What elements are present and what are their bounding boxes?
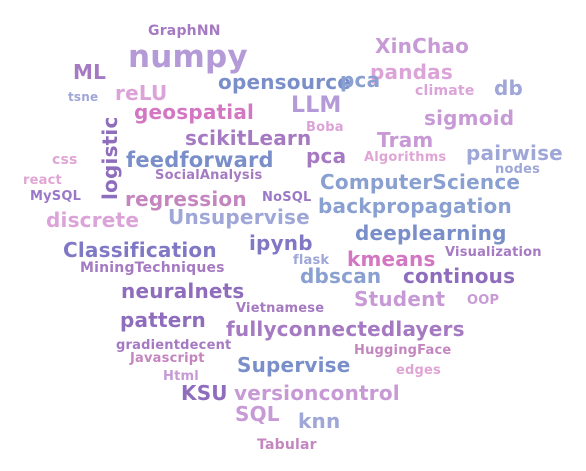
word-ipynb: ipynb bbox=[249, 231, 313, 255]
word-javascript: Javascript bbox=[130, 351, 205, 366]
word-sigmoid: sigmoid bbox=[424, 106, 515, 130]
word-fullyconnectedlayers: fullyconnectedlayers bbox=[226, 317, 465, 341]
word-logistic: logistic bbox=[98, 116, 122, 200]
word-geospatial: geospatial bbox=[134, 100, 255, 124]
word-deeplearning: deeplearning bbox=[355, 221, 507, 245]
word-regression: regression bbox=[125, 187, 247, 211]
word-gradientdecent: gradientdecent bbox=[116, 338, 232, 353]
word-html: Html bbox=[163, 369, 199, 384]
word-algorithms: Algorithms bbox=[364, 150, 447, 165]
word-nosql: NoSQL bbox=[262, 190, 312, 205]
word-numpy: numpy bbox=[128, 39, 248, 75]
word-miningtechniques: MiningTechniques bbox=[80, 260, 225, 276]
word-scikitlearn: scikitLearn bbox=[185, 126, 312, 150]
word-computerscience: ComputerScience bbox=[320, 170, 521, 194]
word-kmeans: kmeans bbox=[347, 247, 436, 271]
word-continous: continous bbox=[403, 264, 516, 288]
word-pattern: pattern bbox=[120, 308, 206, 332]
word-socialanalysis: SocialAnalysis bbox=[155, 168, 263, 183]
word-edges: edges bbox=[396, 363, 441, 378]
word-tsne: tsne bbox=[68, 90, 99, 104]
word-mysql: MySQL bbox=[30, 189, 82, 204]
word-relu: reLU bbox=[115, 81, 168, 105]
word-climate: climate bbox=[415, 83, 475, 99]
word-huggingface: HuggingFace bbox=[354, 343, 452, 358]
word-tram: Tram bbox=[377, 128, 434, 152]
word-oop: OOP bbox=[467, 293, 500, 308]
word-pairwise: pairwise bbox=[466, 141, 563, 165]
word-tabular: Tabular bbox=[257, 437, 317, 453]
word-supervise: Supervise bbox=[237, 353, 351, 377]
word-versioncontrol: versioncontrol bbox=[234, 381, 400, 405]
word-student: Student bbox=[354, 287, 446, 311]
word-react: react bbox=[23, 173, 62, 188]
word-pca: pca bbox=[306, 144, 347, 168]
word-xinchao: XinChao bbox=[375, 34, 470, 58]
word-backpropagation: backpropagation bbox=[318, 194, 512, 218]
word-ksu: KSU bbox=[181, 381, 228, 405]
word-opensource: opensource bbox=[218, 70, 352, 94]
word-sql: SQL bbox=[235, 402, 280, 426]
word-neuralnets: neuralnets bbox=[121, 279, 245, 303]
word-vietnamese: Vietnamese bbox=[236, 301, 325, 316]
word-graphnn: GraphNN bbox=[148, 23, 221, 39]
word-knn: knn bbox=[298, 409, 341, 433]
word-llm: LLM bbox=[291, 93, 342, 118]
word-css: css bbox=[52, 152, 78, 168]
word-dbscan: dbscan bbox=[300, 264, 382, 288]
word-classification: Classification bbox=[63, 238, 217, 262]
word-feedforward: feedforward bbox=[126, 148, 274, 172]
word-unsupervise: Unsupervise bbox=[168, 205, 310, 229]
word-ml: ML bbox=[73, 60, 107, 84]
word-boba: Boba bbox=[306, 120, 344, 135]
word-flask: flask bbox=[293, 253, 330, 268]
word-nodes: nodes bbox=[495, 162, 541, 177]
word-db: db bbox=[494, 76, 524, 100]
word-pca-top: pca bbox=[340, 68, 381, 92]
word-visualization: Visualization bbox=[445, 245, 542, 260]
word-discrete: discrete bbox=[46, 208, 140, 232]
word-pandas: pandas bbox=[370, 60, 453, 84]
